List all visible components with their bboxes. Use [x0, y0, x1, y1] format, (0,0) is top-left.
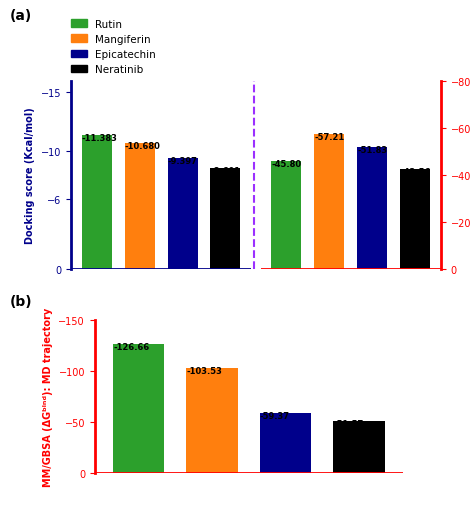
Bar: [210, 168, 240, 270]
Y-axis label: MM/GBSA (ΔGᵇᴵⁿᵈ): MD trajectory: MM/GBSA (ΔGᵇᴵⁿᵈ): MD trajectory: [43, 307, 53, 487]
Bar: [357, 148, 387, 270]
Text: -9.397: -9.397: [168, 157, 198, 166]
Text: -51.57: -51.57: [333, 419, 364, 428]
Bar: [186, 368, 238, 473]
Bar: [333, 421, 384, 473]
Legend: Rutin, Mangiferin, Epicatechin, Neratinib: Rutin, Mangiferin, Epicatechin, Neratini…: [67, 15, 160, 79]
Text: -10.680: -10.680: [125, 142, 161, 151]
Text: -45.80: -45.80: [272, 160, 301, 168]
Text: -51.83: -51.83: [357, 146, 387, 154]
Bar: [314, 135, 344, 270]
Text: -126.66: -126.66: [113, 343, 149, 351]
Text: -11.383: -11.383: [82, 133, 118, 143]
Text: (a): (a): [9, 9, 32, 23]
Bar: [168, 159, 198, 270]
Bar: [82, 136, 112, 270]
Bar: [113, 345, 164, 473]
Text: -8.601: -8.601: [210, 166, 241, 175]
Bar: [272, 162, 301, 270]
Text: -57.21: -57.21: [314, 133, 345, 142]
Text: -42.56: -42.56: [400, 167, 430, 176]
Text: -59.37: -59.37: [260, 411, 290, 420]
Bar: [125, 144, 155, 270]
Bar: [260, 413, 311, 473]
Y-axis label: Docking score (Kcal/mol): Docking score (Kcal/mol): [25, 107, 36, 244]
Text: (b): (b): [9, 294, 32, 308]
Bar: [400, 169, 430, 270]
Text: -103.53: -103.53: [186, 366, 222, 375]
